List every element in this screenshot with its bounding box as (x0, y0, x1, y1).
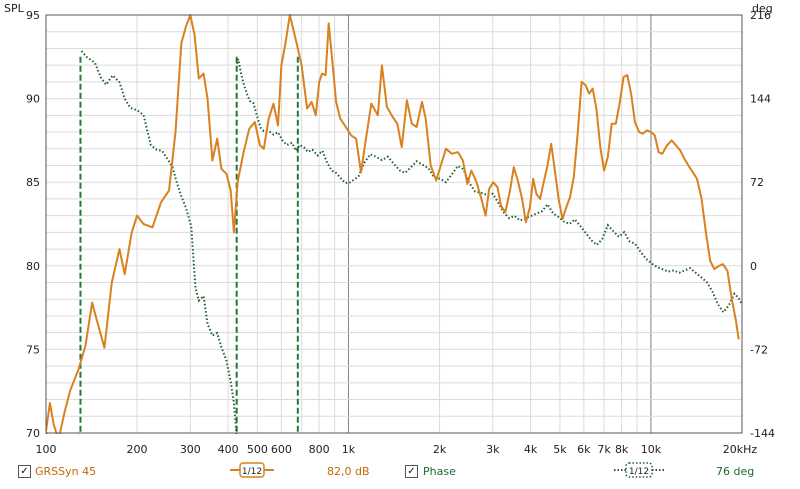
grid-lines (45, 14, 743, 434)
spl-smoothing-text: 1/12 (242, 467, 262, 477)
x-tick-label: 5k (553, 443, 567, 456)
x-tick-label: 1k (342, 443, 356, 456)
y-tick-label-right: 216 (750, 9, 771, 22)
spl-series-label: GRSSyn 45 (35, 465, 97, 478)
y-axis-label-right: deg (752, 2, 773, 15)
x-tick-label: 20kHz (723, 443, 758, 456)
phase-series-label: Phase (423, 465, 456, 478)
y-tick-label-right: -144 (750, 427, 775, 440)
x-tick-label: 10k (641, 443, 662, 456)
frequency-response-chart: 100 200 300 400 500 600 800 1k 2k 3k 4k 5k 6k 7k 8k 10k… (0, 0, 800, 457)
y-tick-label-left: 90 (26, 93, 40, 106)
x-tick-label: 6k (577, 443, 591, 456)
y-tick-label-right: -72 (750, 343, 768, 356)
phase-smoothing-text: 1/12 (629, 467, 649, 477)
phase-visibility-checkbox[interactable]: ✓ (405, 465, 418, 478)
x-tick-label: 200 (127, 443, 148, 456)
y-axis-label-left: SPL (4, 2, 25, 15)
spl-series-line (46, 14, 740, 434)
y-tick-label-right: 0 (750, 260, 757, 273)
x-tick-label: 4k (524, 443, 538, 456)
x-tick-label: 800 (309, 443, 330, 456)
spl-visibility-checkbox[interactable]: ✓ (18, 465, 31, 478)
x-tick-label: 8k (615, 443, 629, 456)
phase-smoothing-selector[interactable]: 1/12 (614, 462, 664, 478)
x-tick-label: 3k (486, 443, 500, 456)
y-tick-label-left: 75 (26, 343, 40, 356)
axis-ticks: 100 200 300 400 500 600 800 1k 2k 3k 4k 5k 6k 7k 8k 10k… (26, 9, 775, 456)
y-tick-label-left: 80 (26, 260, 40, 273)
x-tick-label: 2k (433, 443, 447, 456)
spl-cursor-value: 82,0 dB (327, 465, 370, 478)
x-tick-label: 400 (218, 443, 239, 456)
x-tick-label: 300 (180, 443, 201, 456)
phase-cursor-value: 76 deg (716, 465, 755, 478)
x-tick-label: 500 (247, 443, 268, 456)
chart-background (0, 0, 800, 457)
legend-bar: ✓ GRSSyn 45 1/12 82,0 dB ✓ Phase 1/12 76… (0, 457, 800, 489)
spl-smoothing-selector[interactable]: 1/12 (230, 462, 274, 478)
phase-series-line (46, 50, 742, 434)
x-tick-label: 100 (36, 443, 57, 456)
x-tick-label: 600 (271, 443, 292, 456)
y-tick-label-left: 70 (26, 427, 40, 440)
plot-frame (45, 14, 743, 434)
x-tick-label: 7k (597, 443, 611, 456)
y-tick-label-left: 85 (26, 176, 40, 189)
series-lines (46, 14, 742, 434)
y-tick-label-left: 95 (26, 9, 40, 22)
y-tick-label-right: 72 (750, 176, 764, 189)
y-tick-label-right: 144 (750, 93, 771, 106)
